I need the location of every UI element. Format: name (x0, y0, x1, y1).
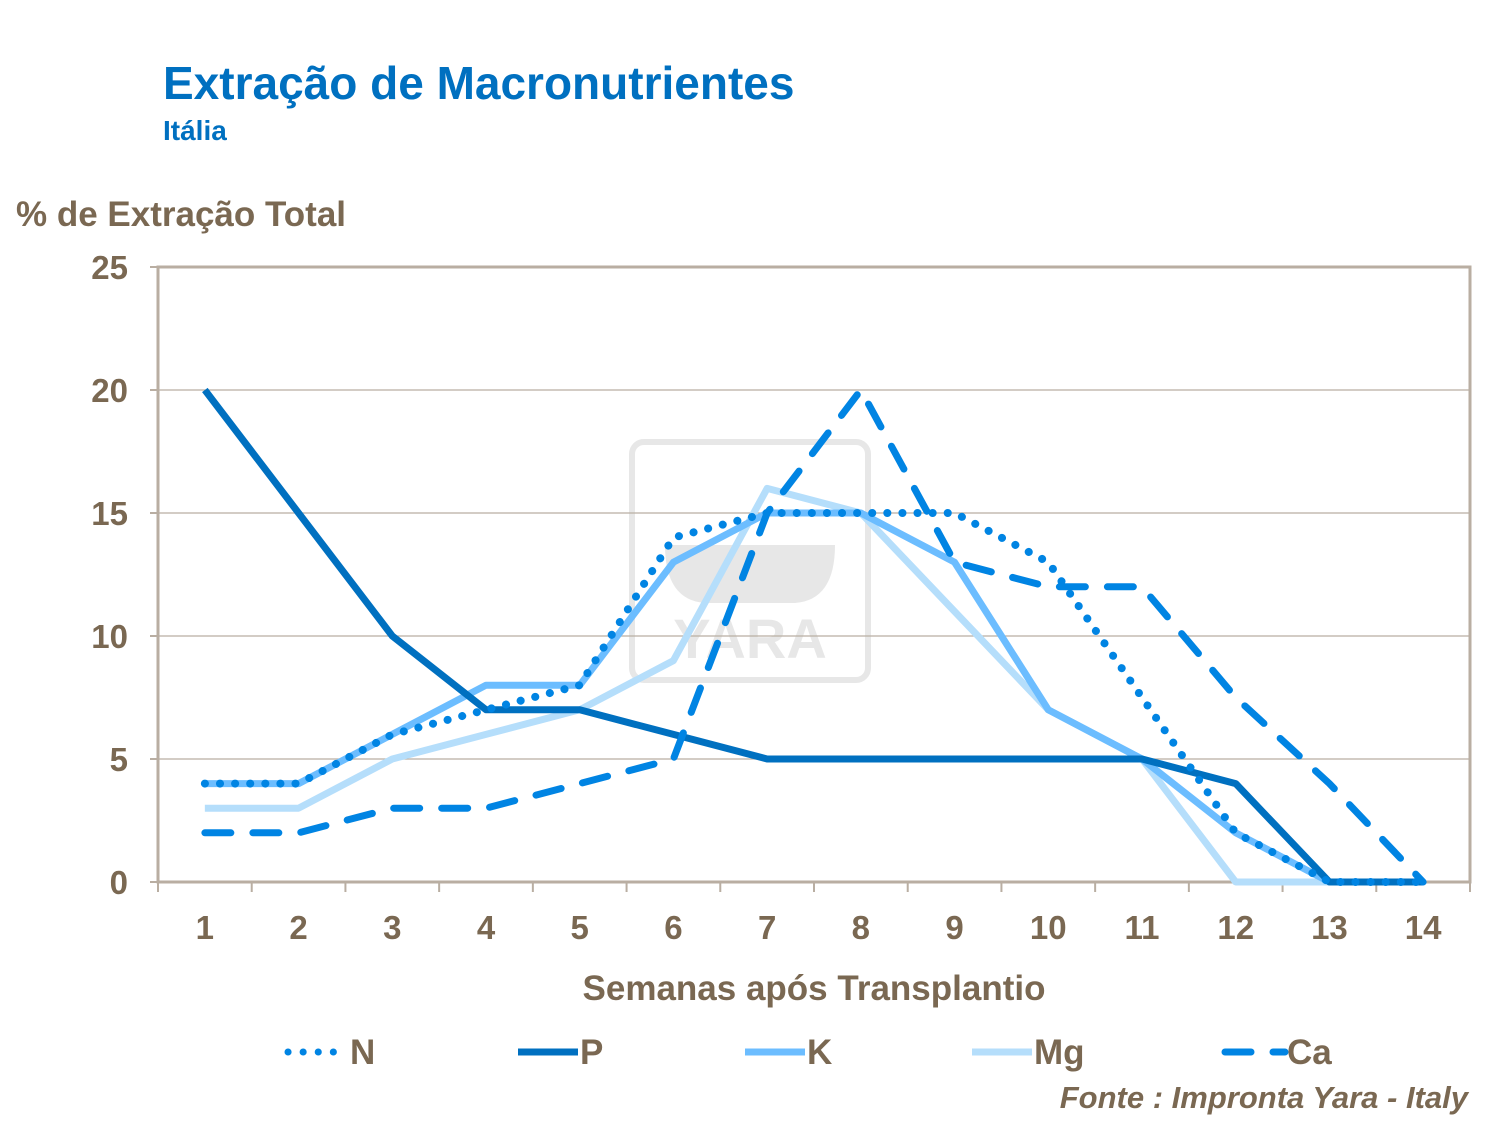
legend-item-p: P (518, 1033, 603, 1072)
legend-label: Mg (1034, 1033, 1085, 1072)
legend-label: N (350, 1033, 375, 1072)
series-line-ca (201, 383, 1427, 886)
series-line-mg (204, 484, 1424, 886)
legend-item-k: K (745, 1033, 832, 1072)
source-note: Fonte : Impronta Yara - Italy (1059, 1080, 1468, 1115)
legend-item-mg: Mg (972, 1033, 1085, 1072)
x-tick-label: 9 (945, 909, 963, 946)
legend-item-ca: Ca (1221, 1033, 1332, 1072)
y-tick-label: 25 (91, 249, 128, 286)
watermark-ship (665, 545, 835, 603)
y-axis-label: % de Extração Total (16, 195, 347, 234)
legend-label: K (807, 1033, 832, 1072)
legend-label: Ca (1287, 1033, 1332, 1072)
chart-subtitle: Itália (163, 115, 227, 146)
chart-title: Extração de Macronutrientes (163, 57, 795, 109)
x-tick-label: 1 (196, 909, 214, 946)
x-axis-label: Semanas após Transplantio (583, 969, 1046, 1008)
yara-watermark-logo: YARA (629, 439, 871, 683)
x-tick-label: 8 (852, 909, 870, 946)
x-tick-label: 10 (1030, 909, 1067, 946)
watermark-frame (629, 439, 871, 683)
y-tick-label: 0 (110, 864, 128, 901)
x-tick-label: 6 (664, 909, 682, 946)
series-line-n (200, 509, 1428, 886)
legend-item-n: N (284, 1033, 375, 1072)
x-tick-label: 11 (1125, 909, 1160, 946)
series-line-p (202, 387, 1424, 886)
y-tick-label: 15 (91, 495, 128, 532)
x-tick-label: 4 (477, 909, 496, 946)
x-tick-label: 13 (1311, 909, 1348, 946)
x-tick-label: 3 (383, 909, 401, 946)
x-tick-label: 2 (289, 909, 307, 946)
x-tick-label: 7 (758, 909, 776, 946)
y-tick-label: 20 (91, 372, 128, 409)
y-tick-label: 5 (110, 741, 128, 778)
x-tick-label: 14 (1405, 909, 1442, 946)
y-tick-label: 10 (91, 618, 128, 655)
x-tick-label: 5 (571, 909, 589, 946)
x-tick-label: 12 (1217, 909, 1254, 946)
legend-label: P (580, 1033, 603, 1072)
